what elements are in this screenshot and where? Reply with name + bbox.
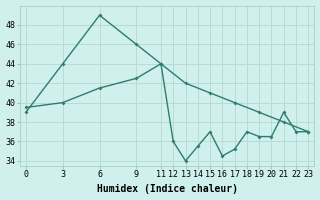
X-axis label: Humidex (Indice chaleur): Humidex (Indice chaleur) [97,184,237,194]
